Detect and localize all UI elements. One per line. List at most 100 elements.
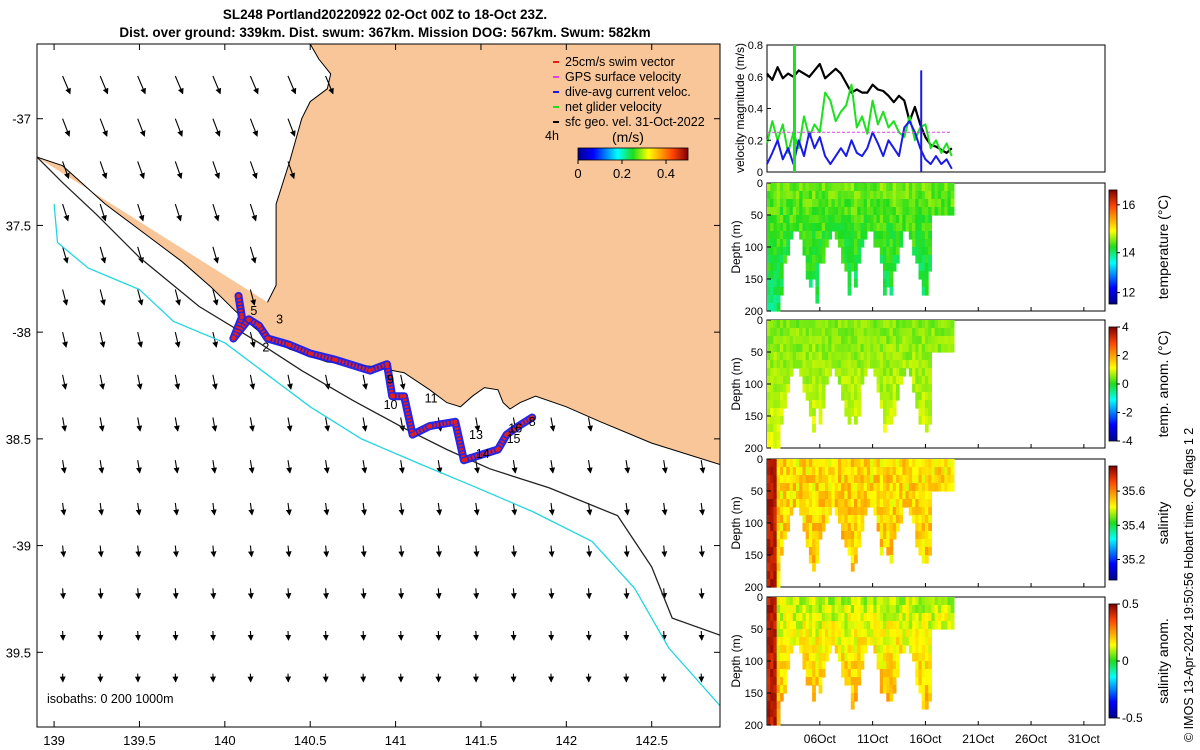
section-cell xyxy=(899,621,903,630)
section-ylabel: Depth (m) xyxy=(729,496,743,549)
section-cell xyxy=(876,613,881,622)
section-cell xyxy=(776,295,781,304)
section-cell xyxy=(854,491,858,500)
section-cell xyxy=(847,384,852,393)
section-cell xyxy=(921,207,926,216)
section-cell xyxy=(815,621,820,630)
section-cell xyxy=(770,467,774,476)
section-cell xyxy=(873,613,878,622)
current-arrow xyxy=(435,630,442,641)
section-cell xyxy=(899,499,903,508)
section-cell xyxy=(886,207,891,216)
section-cell xyxy=(841,467,845,476)
section-cell xyxy=(808,400,813,409)
section-cell xyxy=(776,247,781,256)
section-cell xyxy=(870,191,874,200)
section-cell xyxy=(883,408,887,417)
section-cell xyxy=(773,515,778,524)
section-cell xyxy=(889,613,894,622)
current-arrow xyxy=(173,460,180,474)
section-cell xyxy=(821,207,826,216)
track-label: 2 xyxy=(262,340,269,354)
section-cell xyxy=(908,645,913,654)
section-cell xyxy=(828,231,832,240)
section-cell xyxy=(860,613,865,622)
section-cell xyxy=(921,547,926,556)
section-cell xyxy=(812,653,816,662)
section-cell xyxy=(773,215,778,224)
section-cell xyxy=(844,183,849,192)
section-cell xyxy=(783,231,787,240)
section-cell xyxy=(776,475,781,484)
section-cell xyxy=(879,368,884,377)
section-cell xyxy=(847,320,852,329)
copyright-note: © IMOS 13-Apr-2024 19:50:56 Hobart time.… xyxy=(1182,427,1196,742)
section-cell xyxy=(924,247,929,256)
section-cell xyxy=(773,255,778,264)
section-cell xyxy=(879,685,884,694)
section-cell xyxy=(850,368,855,377)
track-label: 3 xyxy=(276,313,283,327)
section-cell xyxy=(889,416,894,425)
current-arrow xyxy=(135,502,142,516)
section-cell xyxy=(808,352,813,361)
section-cell xyxy=(908,597,913,606)
section-cell xyxy=(834,183,839,192)
section-cell xyxy=(870,475,874,484)
section-cell xyxy=(924,677,929,686)
section-cell xyxy=(805,360,810,369)
section-cell xyxy=(857,661,862,670)
section-cell xyxy=(905,499,910,508)
section-cell xyxy=(883,531,887,540)
current-vector-field xyxy=(59,75,706,683)
section-cell xyxy=(873,199,878,208)
section-cell xyxy=(902,368,907,377)
section-cell xyxy=(866,483,871,492)
section-cell xyxy=(886,653,891,662)
land-area xyxy=(37,44,720,465)
section-cell xyxy=(860,653,865,662)
section-cell xyxy=(847,223,852,232)
section-cell xyxy=(799,199,803,208)
section-cell xyxy=(815,597,820,606)
section-cell xyxy=(812,271,816,280)
section-cell xyxy=(837,239,842,248)
section-cell xyxy=(892,531,897,540)
current-arrow xyxy=(212,203,220,222)
section-cell xyxy=(783,392,787,401)
section-cell xyxy=(850,677,855,686)
section-cell xyxy=(818,475,823,484)
section-cell xyxy=(921,239,926,248)
section-cell xyxy=(892,320,897,329)
section-cell xyxy=(860,597,865,606)
section-cell xyxy=(905,223,910,232)
section-cell xyxy=(860,320,865,329)
section-cell xyxy=(928,629,932,638)
section-cell xyxy=(883,271,887,280)
section-cell xyxy=(937,475,942,484)
section-cell xyxy=(886,507,891,516)
section-cell xyxy=(876,523,881,532)
section-cell xyxy=(808,344,813,353)
section-cell xyxy=(821,645,826,654)
section-cell xyxy=(876,597,881,606)
section-cell xyxy=(815,384,820,393)
section-cell xyxy=(870,637,874,646)
section-cell xyxy=(886,400,891,409)
section-cell xyxy=(899,320,903,329)
current-arrow xyxy=(698,630,705,641)
section-cell xyxy=(808,555,813,564)
section-cell xyxy=(886,539,891,548)
section-cell xyxy=(883,352,887,361)
current-arrow xyxy=(60,502,67,516)
section-cell xyxy=(889,531,894,540)
section-cell xyxy=(831,459,836,468)
section-cell xyxy=(796,637,800,646)
velocity-panel: 00.20.40.60.8 velocity magnitude (m/s) xyxy=(733,40,1106,179)
section-cell xyxy=(889,621,894,630)
section-cell xyxy=(863,459,868,468)
section-cell xyxy=(789,499,794,508)
section-cell xyxy=(825,499,829,508)
map-y-tick-label: 38.5 xyxy=(6,432,31,447)
